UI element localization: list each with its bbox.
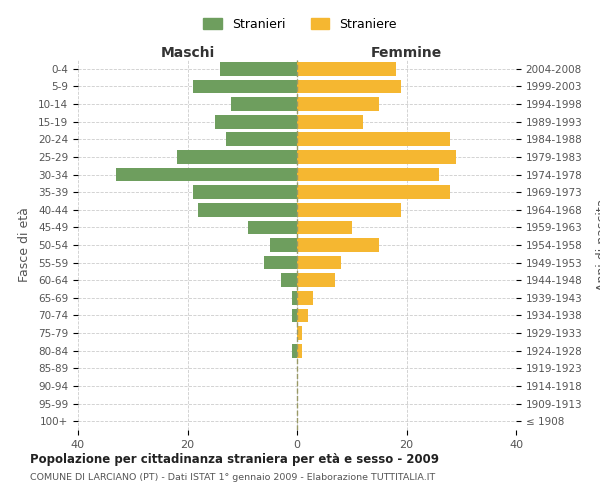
Bar — [297, 256, 341, 270]
Bar — [297, 203, 401, 216]
Bar — [297, 220, 352, 234]
Bar — [199, 203, 297, 216]
Bar — [297, 238, 379, 252]
Bar — [193, 186, 297, 199]
Bar — [297, 344, 302, 358]
Y-axis label: Fasce di età: Fasce di età — [18, 208, 31, 282]
Bar — [297, 132, 450, 146]
Bar — [248, 220, 297, 234]
Bar — [297, 150, 456, 164]
Bar — [297, 115, 362, 128]
Bar — [193, 80, 297, 94]
Legend: Stranieri, Straniere: Stranieri, Straniere — [197, 11, 403, 37]
Bar — [215, 115, 297, 128]
Bar — [292, 344, 297, 358]
Bar — [292, 308, 297, 322]
Bar — [297, 274, 335, 287]
Bar — [297, 97, 379, 111]
Text: COMUNE DI LARCIANO (PT) - Dati ISTAT 1° gennaio 2009 - Elaborazione TUTTITALIA.I: COMUNE DI LARCIANO (PT) - Dati ISTAT 1° … — [30, 472, 435, 482]
Bar — [297, 291, 313, 304]
Bar — [297, 326, 302, 340]
Bar — [220, 62, 297, 76]
Bar — [297, 308, 308, 322]
Bar — [292, 291, 297, 304]
Bar — [297, 62, 395, 76]
Bar — [269, 238, 297, 252]
Text: Popolazione per cittadinanza straniera per età e sesso - 2009: Popolazione per cittadinanza straniera p… — [30, 452, 439, 466]
Bar — [297, 168, 439, 181]
Bar — [176, 150, 297, 164]
Text: Maschi: Maschi — [160, 46, 215, 60]
Bar — [226, 132, 297, 146]
Bar — [297, 80, 401, 94]
Bar — [297, 186, 450, 199]
Bar — [264, 256, 297, 270]
Y-axis label: Anni di nascita: Anni di nascita — [596, 198, 600, 291]
Bar — [116, 168, 297, 181]
Text: Femmine: Femmine — [371, 46, 442, 60]
Bar — [281, 274, 297, 287]
Bar — [232, 97, 297, 111]
